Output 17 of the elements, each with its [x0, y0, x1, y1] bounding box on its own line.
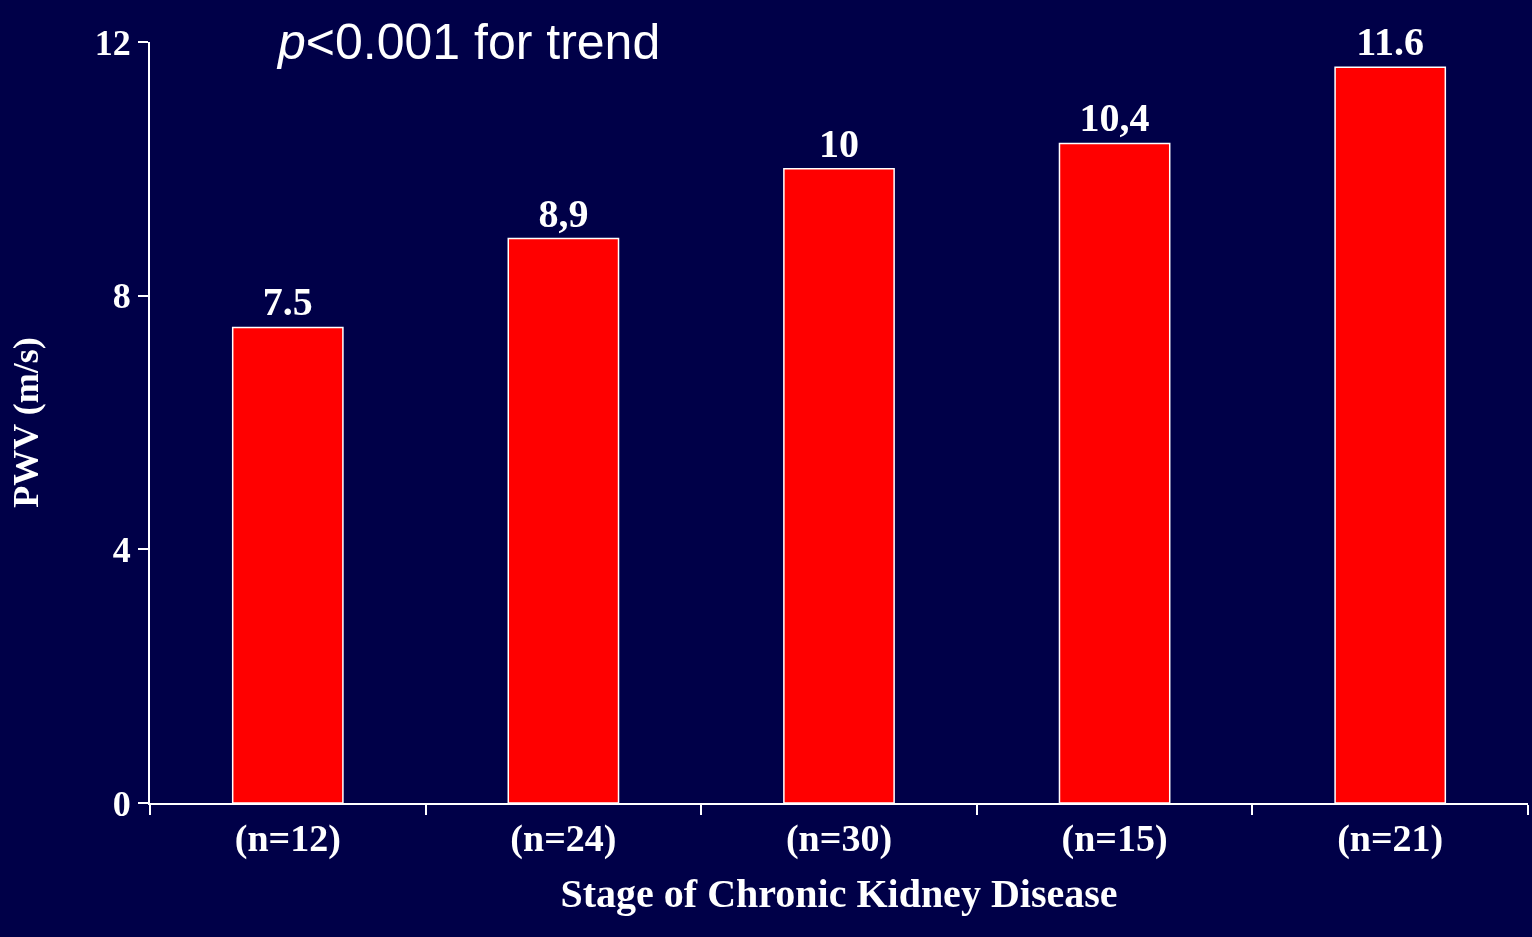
x-tick-label: (n=24): [510, 816, 617, 860]
data-label: 10: [819, 120, 859, 166]
x-tick-label: (n=30): [785, 816, 893, 860]
y-axis-title: PWV (m/s): [6, 337, 47, 508]
x-tick-label: (n=15): [1061, 816, 1168, 860]
y-tick-label: 0: [112, 783, 131, 824]
annotation: p<0.001 for trend: [276, 14, 661, 70]
data-label: 11.6: [1356, 19, 1425, 65]
data-label: 8,9: [538, 190, 589, 236]
data-label: 7.5: [262, 279, 313, 325]
y-tick-label: 4: [112, 529, 131, 570]
x-tick-label: (n=12): [234, 816, 341, 860]
y-tick-label: 12: [94, 22, 131, 63]
y-tick-label: 8: [112, 276, 131, 317]
x-tick-label: (n=21): [1337, 816, 1444, 860]
x-axis-title: Stage of Chronic Kidney Disease: [560, 870, 1118, 916]
data-label: 10,4: [1079, 95, 1150, 141]
